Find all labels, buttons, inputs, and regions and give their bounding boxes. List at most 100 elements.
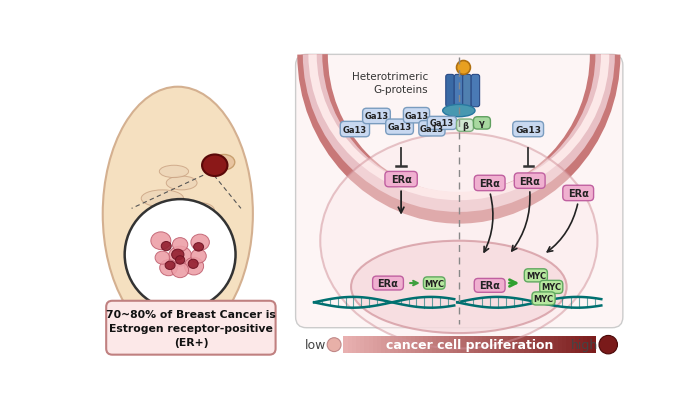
Circle shape bbox=[456, 61, 470, 75]
Bar bbox=[440, 336, 444, 353]
Ellipse shape bbox=[176, 256, 185, 265]
FancyBboxPatch shape bbox=[372, 276, 403, 290]
Text: MYC: MYC bbox=[526, 271, 546, 280]
Text: Ga13: Ga13 bbox=[405, 111, 428, 120]
Text: ERα: ERα bbox=[391, 175, 412, 184]
Bar bbox=[545, 336, 550, 353]
Text: Ga13: Ga13 bbox=[388, 123, 412, 132]
Text: MYC: MYC bbox=[424, 279, 444, 288]
Ellipse shape bbox=[155, 252, 169, 265]
Bar bbox=[491, 336, 496, 353]
Bar bbox=[482, 336, 487, 353]
FancyBboxPatch shape bbox=[471, 75, 480, 108]
Ellipse shape bbox=[161, 242, 172, 251]
Bar bbox=[524, 336, 529, 353]
Bar bbox=[520, 336, 525, 353]
Text: MYC: MYC bbox=[541, 283, 561, 292]
Ellipse shape bbox=[188, 260, 198, 269]
Bar bbox=[398, 336, 402, 353]
Bar bbox=[411, 336, 415, 353]
Ellipse shape bbox=[160, 260, 177, 276]
Ellipse shape bbox=[180, 203, 214, 218]
Ellipse shape bbox=[167, 177, 197, 191]
Bar bbox=[499, 336, 504, 353]
Bar bbox=[457, 336, 461, 353]
Bar bbox=[436, 336, 440, 353]
Bar bbox=[562, 336, 567, 353]
Bar bbox=[373, 336, 377, 353]
FancyBboxPatch shape bbox=[419, 121, 445, 137]
Bar bbox=[377, 336, 382, 353]
Bar bbox=[449, 336, 453, 353]
FancyBboxPatch shape bbox=[106, 301, 276, 355]
FancyBboxPatch shape bbox=[386, 120, 414, 135]
Text: Ga13: Ga13 bbox=[420, 124, 444, 133]
Ellipse shape bbox=[172, 249, 184, 260]
Bar bbox=[432, 336, 436, 353]
FancyBboxPatch shape bbox=[463, 75, 471, 108]
Circle shape bbox=[125, 200, 236, 310]
Bar bbox=[352, 336, 356, 353]
Bar bbox=[583, 336, 588, 353]
Bar bbox=[516, 336, 521, 353]
Bar bbox=[528, 336, 533, 353]
Ellipse shape bbox=[191, 235, 209, 251]
Bar bbox=[512, 336, 517, 353]
FancyBboxPatch shape bbox=[385, 172, 417, 187]
Ellipse shape bbox=[132, 238, 169, 252]
Text: γ: γ bbox=[479, 119, 485, 128]
Bar bbox=[554, 336, 559, 353]
Ellipse shape bbox=[184, 258, 204, 275]
Bar bbox=[369, 336, 373, 353]
Bar bbox=[386, 336, 390, 353]
Bar bbox=[566, 336, 571, 353]
Bar bbox=[558, 336, 563, 353]
Bar bbox=[592, 336, 596, 353]
Bar bbox=[579, 336, 584, 353]
Text: Ga13: Ga13 bbox=[515, 125, 541, 134]
Bar bbox=[390, 336, 394, 353]
Text: ERα: ERα bbox=[519, 176, 540, 186]
Bar bbox=[419, 336, 424, 353]
FancyBboxPatch shape bbox=[475, 176, 505, 191]
Bar bbox=[503, 336, 508, 353]
Ellipse shape bbox=[139, 218, 178, 234]
Text: low: low bbox=[305, 338, 326, 351]
Bar bbox=[382, 336, 386, 353]
Ellipse shape bbox=[191, 249, 206, 263]
Bar bbox=[495, 336, 500, 353]
Text: Ga13: Ga13 bbox=[365, 112, 388, 121]
Text: 70~80% of Breast Cancer is
Estrogen receptor-positive
(ER+): 70~80% of Breast Cancer is Estrogen rece… bbox=[106, 309, 276, 347]
FancyBboxPatch shape bbox=[456, 120, 473, 132]
FancyBboxPatch shape bbox=[454, 75, 463, 108]
Ellipse shape bbox=[160, 166, 188, 178]
Text: Ga13: Ga13 bbox=[343, 125, 367, 134]
Ellipse shape bbox=[351, 241, 567, 333]
Ellipse shape bbox=[141, 191, 183, 207]
FancyBboxPatch shape bbox=[403, 108, 430, 124]
Ellipse shape bbox=[194, 243, 204, 252]
Bar bbox=[461, 336, 466, 353]
Bar bbox=[470, 336, 474, 353]
Ellipse shape bbox=[165, 261, 175, 270]
Bar bbox=[360, 336, 365, 353]
Text: ERα: ERα bbox=[480, 178, 500, 189]
Bar bbox=[587, 336, 592, 353]
Bar bbox=[533, 336, 538, 353]
FancyBboxPatch shape bbox=[512, 122, 544, 137]
Bar bbox=[428, 336, 432, 353]
Bar bbox=[365, 336, 369, 353]
Bar bbox=[486, 336, 491, 353]
Ellipse shape bbox=[169, 247, 192, 266]
Ellipse shape bbox=[172, 238, 188, 252]
FancyBboxPatch shape bbox=[424, 277, 445, 290]
Text: high: high bbox=[571, 338, 598, 351]
Bar bbox=[550, 336, 554, 353]
Bar bbox=[508, 336, 512, 353]
Bar bbox=[415, 336, 419, 353]
FancyBboxPatch shape bbox=[295, 55, 623, 328]
Bar bbox=[466, 336, 470, 353]
Bar bbox=[474, 336, 478, 353]
Bar bbox=[356, 336, 360, 353]
Text: cancer cell proliferation: cancer cell proliferation bbox=[386, 338, 553, 351]
